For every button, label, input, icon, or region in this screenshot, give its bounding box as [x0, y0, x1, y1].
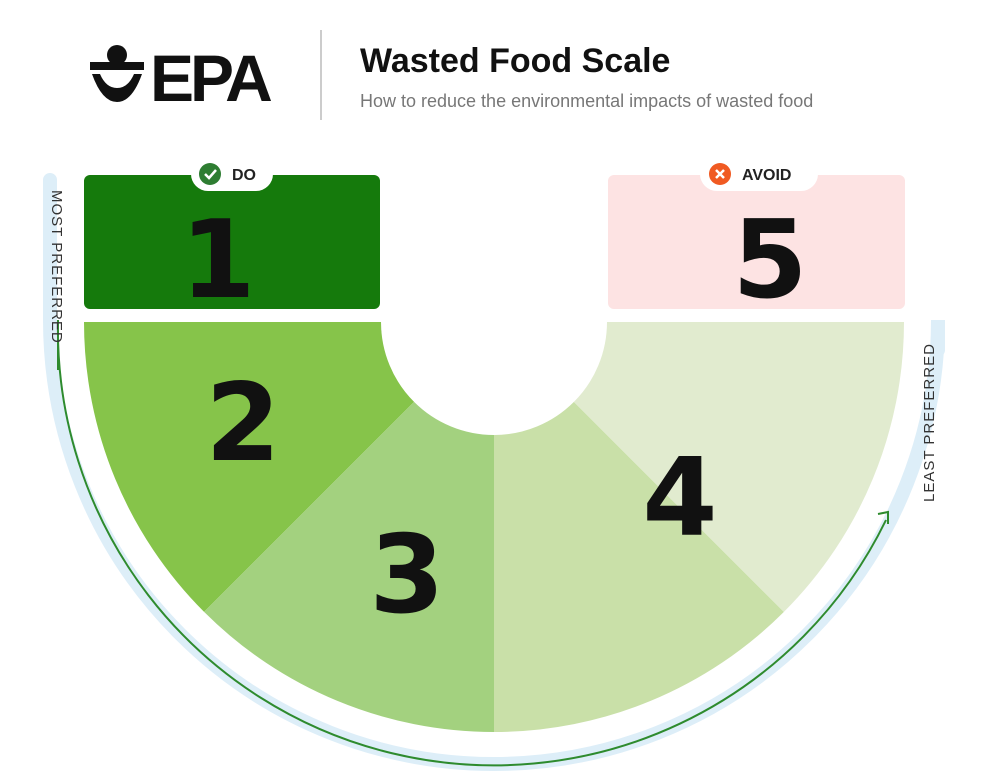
- scale-wedges: [83, 322, 904, 732]
- level-number: 5: [732, 198, 807, 323]
- level-number: 3: [369, 513, 444, 638]
- logo-text: EPA: [150, 41, 271, 115]
- avoid-badge: [700, 157, 818, 191]
- scale-wedge: [494, 401, 784, 732]
- do-label: DO: [232, 167, 256, 184]
- scale-wedge: [573, 322, 904, 612]
- most-preferred: MOST PREFERRED: [48, 190, 65, 344]
- level-1-box: [84, 175, 380, 309]
- logo-icon: [90, 62, 144, 102]
- scale-wedge: [204, 401, 494, 732]
- scale-wedge: [83, 322, 415, 612]
- scale-arrow: [56, 319, 887, 767]
- avoid-label: AVOID: [742, 167, 791, 184]
- logo-icon: [107, 45, 127, 65]
- check-mark: [204, 169, 217, 180]
- level-5-box: [608, 175, 905, 309]
- level-number: 1: [180, 198, 255, 323]
- level-number: 2: [205, 361, 280, 486]
- subtitle: How to reduce the environmental impacts …: [360, 91, 813, 111]
- epa-logo: EPA: [90, 41, 275, 115]
- check-icon: [199, 163, 221, 185]
- arrow-head: [877, 510, 889, 524]
- x-mark: [715, 169, 725, 179]
- level-number: 4: [642, 436, 717, 561]
- title: Wasted Food Scale: [360, 42, 670, 80]
- least-preferred: LEAST PREFERRED: [921, 343, 938, 502]
- scale-band: [43, 173, 945, 771]
